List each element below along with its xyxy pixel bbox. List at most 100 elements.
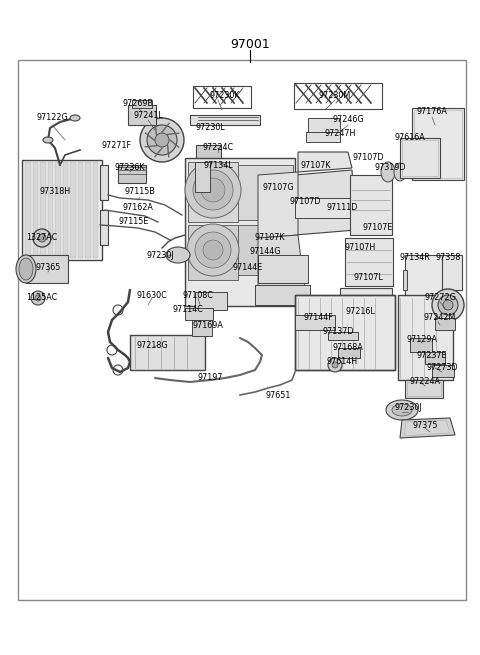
- Bar: [188, 162, 238, 222]
- Bar: [295, 198, 357, 218]
- Text: 97137D: 97137D: [322, 328, 354, 337]
- Text: 97144F: 97144F: [303, 314, 333, 322]
- Text: 97236K: 97236K: [115, 164, 145, 172]
- Bar: [405, 380, 443, 398]
- Bar: [442, 255, 462, 290]
- Text: 97230L: 97230L: [195, 124, 225, 132]
- Text: 97237E: 97237E: [417, 350, 447, 360]
- Text: 97318H: 97318H: [39, 187, 71, 196]
- Bar: [398, 295, 453, 380]
- Ellipse shape: [443, 300, 453, 310]
- Bar: [258, 255, 308, 283]
- Bar: [195, 162, 210, 192]
- Text: 97651: 97651: [265, 390, 291, 400]
- Text: 97144E: 97144E: [233, 263, 263, 272]
- Text: 97001: 97001: [230, 37, 270, 50]
- Bar: [185, 158, 295, 306]
- Ellipse shape: [381, 162, 395, 182]
- Text: 91630C: 91630C: [137, 291, 168, 299]
- Ellipse shape: [43, 137, 53, 143]
- Bar: [25, 162, 31, 258]
- Bar: [410, 338, 432, 352]
- Bar: [295, 295, 395, 370]
- Text: 97375: 97375: [412, 421, 438, 430]
- Text: 97197: 97197: [197, 373, 223, 383]
- Bar: [338, 348, 360, 358]
- Text: 97134R: 97134R: [400, 253, 431, 263]
- Text: 1327AC: 1327AC: [26, 233, 58, 242]
- Bar: [85, 162, 91, 258]
- Bar: [295, 315, 335, 330]
- Bar: [22, 160, 102, 260]
- Ellipse shape: [201, 178, 225, 202]
- Ellipse shape: [155, 133, 169, 147]
- Bar: [306, 132, 340, 142]
- Text: 97162A: 97162A: [122, 204, 154, 212]
- Polygon shape: [258, 235, 302, 272]
- Text: 97107G: 97107G: [262, 183, 294, 193]
- Bar: [48, 162, 53, 258]
- Ellipse shape: [16, 255, 36, 283]
- Polygon shape: [258, 172, 298, 238]
- Bar: [345, 238, 393, 286]
- Bar: [414, 110, 462, 178]
- Text: 97115E: 97115E: [119, 217, 149, 227]
- Bar: [77, 162, 83, 258]
- Text: 97230J: 97230J: [394, 403, 422, 413]
- Text: 97216L: 97216L: [345, 307, 375, 316]
- Polygon shape: [258, 268, 306, 298]
- Ellipse shape: [332, 362, 338, 368]
- Bar: [350, 175, 392, 235]
- Bar: [100, 165, 108, 200]
- Text: 97107D: 97107D: [289, 198, 321, 206]
- Ellipse shape: [33, 229, 51, 247]
- Bar: [70, 162, 75, 258]
- Text: 97134L: 97134L: [203, 160, 233, 170]
- Bar: [26, 255, 68, 283]
- Text: 97358: 97358: [435, 253, 461, 263]
- Ellipse shape: [394, 163, 406, 181]
- Bar: [100, 210, 108, 245]
- Bar: [55, 162, 60, 258]
- Bar: [238, 165, 293, 220]
- Text: 97224C: 97224C: [203, 143, 234, 153]
- Bar: [255, 285, 310, 305]
- Bar: [403, 270, 407, 290]
- Bar: [130, 335, 205, 370]
- Bar: [412, 108, 464, 180]
- Ellipse shape: [438, 295, 458, 315]
- Ellipse shape: [19, 258, 33, 280]
- Ellipse shape: [386, 400, 418, 420]
- Bar: [435, 318, 455, 330]
- Text: 97107D: 97107D: [352, 153, 384, 162]
- Text: 97269B: 97269B: [122, 98, 154, 107]
- Bar: [196, 145, 221, 159]
- Text: 97230M: 97230M: [319, 92, 351, 100]
- Text: 97115B: 97115B: [125, 187, 156, 196]
- Ellipse shape: [35, 295, 41, 301]
- Ellipse shape: [70, 115, 80, 121]
- Bar: [93, 162, 98, 258]
- Text: 97273D: 97273D: [426, 364, 458, 373]
- Text: 97230K: 97230K: [210, 92, 240, 100]
- Bar: [128, 105, 156, 125]
- Ellipse shape: [147, 125, 177, 155]
- Ellipse shape: [195, 232, 231, 268]
- Text: 97108C: 97108C: [182, 291, 214, 299]
- Bar: [238, 225, 293, 275]
- Text: 97107H: 97107H: [344, 244, 376, 252]
- Text: 97224A: 97224A: [409, 377, 441, 386]
- Text: 97107K: 97107K: [255, 233, 285, 242]
- Bar: [18, 60, 466, 600]
- Text: 97242M: 97242M: [424, 314, 456, 322]
- Text: 97319D: 97319D: [374, 164, 406, 172]
- Text: 97168A: 97168A: [333, 343, 363, 352]
- Bar: [405, 255, 443, 307]
- Text: 97107L: 97107L: [353, 274, 383, 282]
- Ellipse shape: [187, 224, 239, 276]
- Text: 97614H: 97614H: [326, 358, 358, 367]
- Bar: [402, 140, 438, 176]
- Bar: [62, 162, 68, 258]
- Text: 97107K: 97107K: [301, 160, 331, 170]
- Bar: [193, 86, 251, 108]
